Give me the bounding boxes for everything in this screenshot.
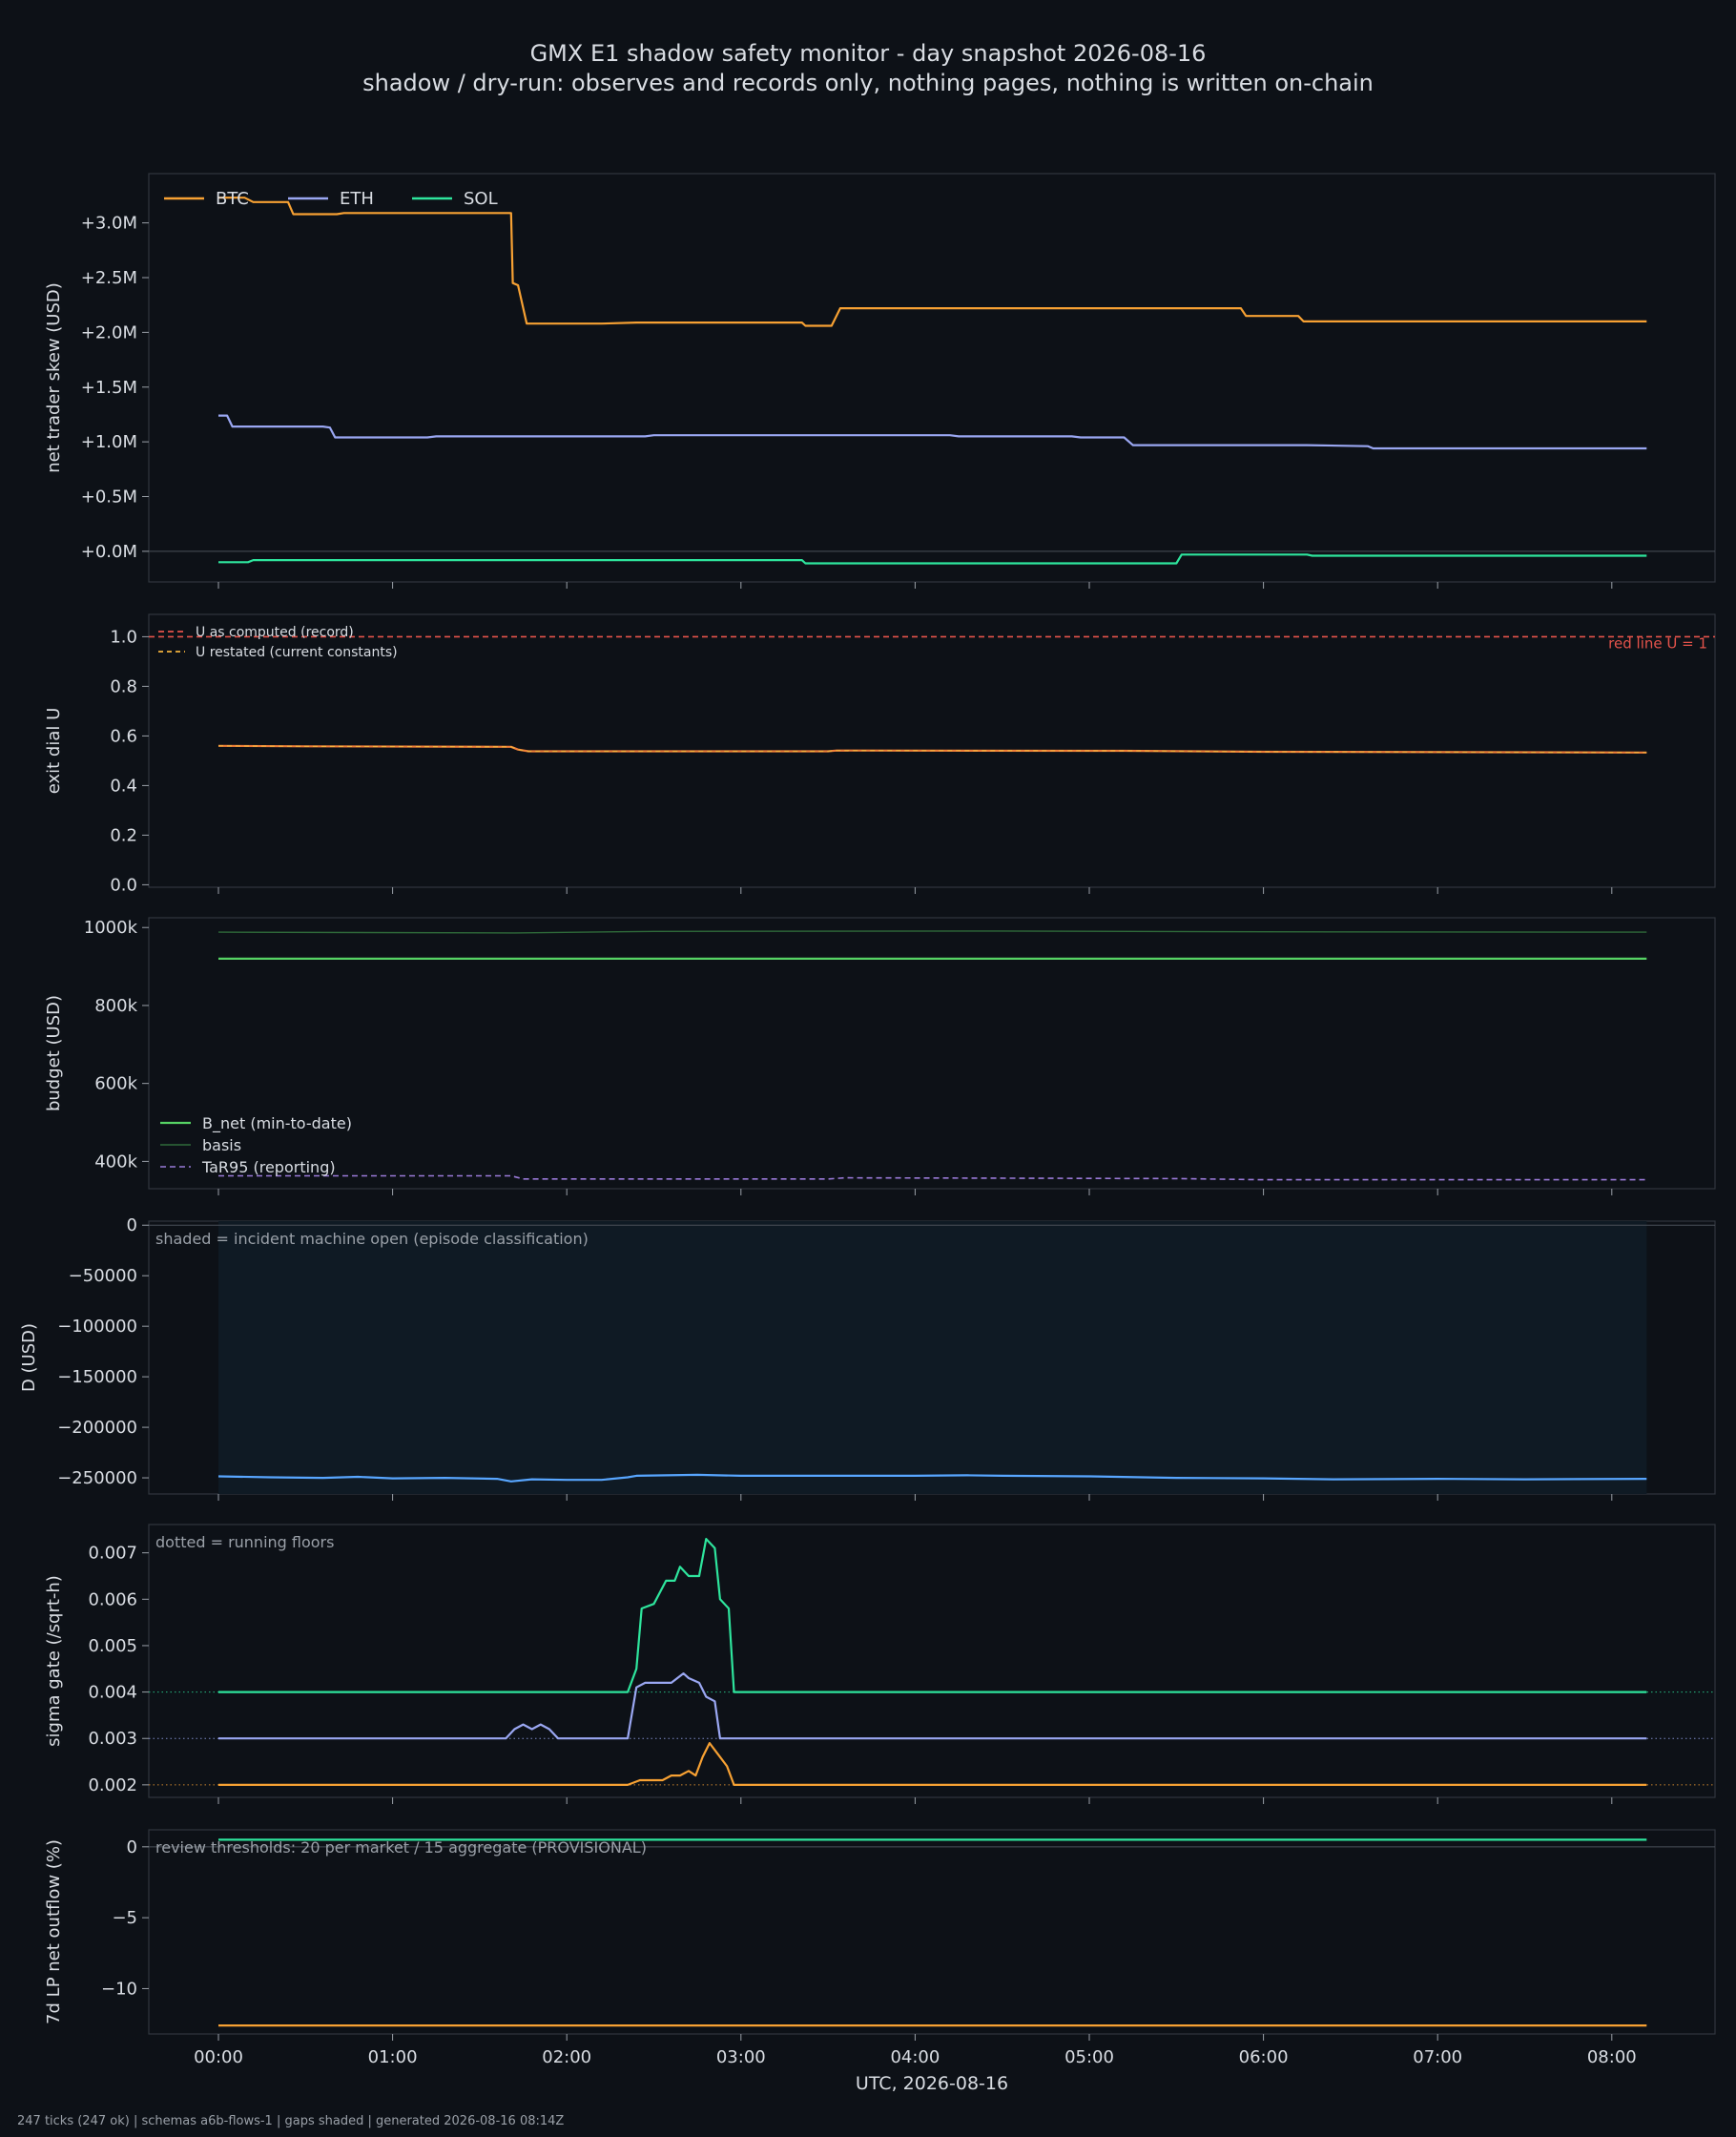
series-line-tar95-reporting- bbox=[218, 1174, 1647, 1181]
panel-frame-6 bbox=[148, 1829, 1716, 2035]
legend-label: BTC bbox=[216, 189, 249, 209]
y-tick-label: 0.6 bbox=[110, 726, 137, 746]
y-tick-label: −250000 bbox=[57, 1468, 137, 1488]
panel-frame-5 bbox=[148, 1524, 1716, 1798]
y-tick-label: −5 bbox=[112, 1908, 137, 1928]
y-tick-label: 0 bbox=[127, 1837, 137, 1857]
y-tick-label: +2.0M bbox=[81, 322, 137, 342]
y-tick-label: 600k bbox=[94, 1074, 137, 1094]
y-axis-label: sigma gate (/sqrt-h) bbox=[44, 1575, 64, 1747]
series-line-btc bbox=[218, 197, 1647, 327]
y-tick-label: 0.4 bbox=[110, 776, 137, 796]
x-tick-label: 03:00 bbox=[716, 2047, 766, 2067]
panel-frame-1 bbox=[148, 173, 1716, 583]
y-tick-label: 0 bbox=[127, 1215, 137, 1235]
x-tick-label: 08:00 bbox=[1587, 2047, 1637, 2067]
series-line-basis bbox=[217, 930, 1647, 934]
y-tick-label: 0.0 bbox=[110, 875, 137, 895]
y-tick-label: 0.2 bbox=[110, 825, 137, 845]
legend-label: U restated (current constants) bbox=[196, 645, 398, 660]
y-tick-label: −50000 bbox=[69, 1266, 137, 1286]
series-line-eth bbox=[218, 1671, 1647, 1740]
footer-status: 247 ticks (247 ok) | schemas a6b-flows-1… bbox=[17, 2114, 565, 2128]
y-tick-label: +2.5M bbox=[81, 268, 137, 288]
y-tick-label: −150000 bbox=[57, 1367, 137, 1387]
legend-label: TaR95 (reporting) bbox=[201, 1158, 336, 1176]
y-axis-label: D (USD) bbox=[19, 1323, 39, 1392]
chart-title: GMX E1 shadow safety monitor - day snaps… bbox=[529, 40, 1207, 67]
panel-frame-3 bbox=[148, 917, 1716, 1190]
x-tick-label: 01:00 bbox=[368, 2047, 418, 2067]
y-tick-label: 0.004 bbox=[88, 1683, 137, 1703]
y-tick-label: +0.5M bbox=[81, 487, 137, 507]
panel-annotation: dotted = running floors bbox=[155, 1533, 334, 1551]
series-line-u-restated bbox=[217, 745, 1647, 754]
panel-annotation: shaded = incident machine open (episode … bbox=[155, 1230, 589, 1248]
y-tick-label: 0.007 bbox=[88, 1544, 137, 1564]
series-line-sol bbox=[218, 1537, 1647, 1693]
y-axis-label: 7d LP net outflow (%) bbox=[44, 1839, 64, 2024]
y-tick-label: +1.5M bbox=[81, 378, 137, 398]
y-tick-label: 0.006 bbox=[88, 1589, 137, 1609]
x-tick-label: 00:00 bbox=[194, 2047, 243, 2067]
y-tick-label: 800k bbox=[94, 996, 137, 1016]
y-tick-label: 400k bbox=[94, 1151, 137, 1172]
series-line-d bbox=[217, 1473, 1647, 1483]
y-axis-label: exit dial U bbox=[44, 708, 64, 795]
legend-label: B_net (min-to-date) bbox=[202, 1114, 352, 1133]
y-tick-label: −200000 bbox=[57, 1418, 137, 1438]
y-tick-label: −100000 bbox=[57, 1317, 137, 1337]
y-tick-label: 0.002 bbox=[88, 1775, 137, 1795]
x-tick-label: 06:00 bbox=[1239, 2047, 1289, 2067]
incident-shade bbox=[218, 1221, 1647, 1494]
y-tick-label: 0.8 bbox=[110, 676, 137, 696]
series-line-eth bbox=[218, 414, 1647, 450]
y-tick-label: 1000k bbox=[84, 918, 138, 938]
y-tick-label: 0.005 bbox=[88, 1636, 137, 1656]
x-tick-label: 04:00 bbox=[890, 2047, 940, 2067]
legend-label: U as computed (record) bbox=[196, 625, 354, 640]
y-tick-label: +3.0M bbox=[81, 214, 137, 234]
red-line-label: red line U = 1 bbox=[1608, 634, 1707, 652]
x-tick-label: 07:00 bbox=[1413, 2047, 1462, 2067]
y-tick-label: 1.0 bbox=[110, 627, 137, 647]
legend-label: basis bbox=[202, 1136, 241, 1154]
panel-annotation: review thresholds: 20 per market / 15 ag… bbox=[155, 1838, 647, 1857]
y-axis-label: budget (USD) bbox=[44, 995, 64, 1111]
y-tick-label: 0.003 bbox=[88, 1729, 137, 1749]
legend-label: ETH bbox=[340, 189, 374, 209]
x-tick-label: 05:00 bbox=[1064, 2047, 1114, 2067]
chart-subtitle: shadow / dry-run: observes and records o… bbox=[362, 70, 1374, 96]
y-tick-label: +0.0M bbox=[81, 542, 137, 562]
x-axis-label: UTC, 2026-08-16 bbox=[856, 2073, 1008, 2094]
legend-label: SOL bbox=[464, 189, 498, 209]
y-axis-label: net trader skew (USD) bbox=[44, 282, 64, 473]
series-line-btc bbox=[218, 1741, 1647, 1787]
series-line-sol bbox=[218, 553, 1647, 565]
y-tick-label: +1.0M bbox=[81, 432, 137, 452]
x-tick-label: 02:00 bbox=[542, 2047, 591, 2067]
y-tick-label: −10 bbox=[101, 1979, 137, 1999]
